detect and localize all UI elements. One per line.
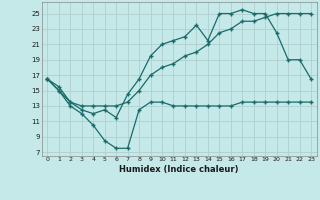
X-axis label: Humidex (Indice chaleur): Humidex (Indice chaleur) [119,165,239,174]
